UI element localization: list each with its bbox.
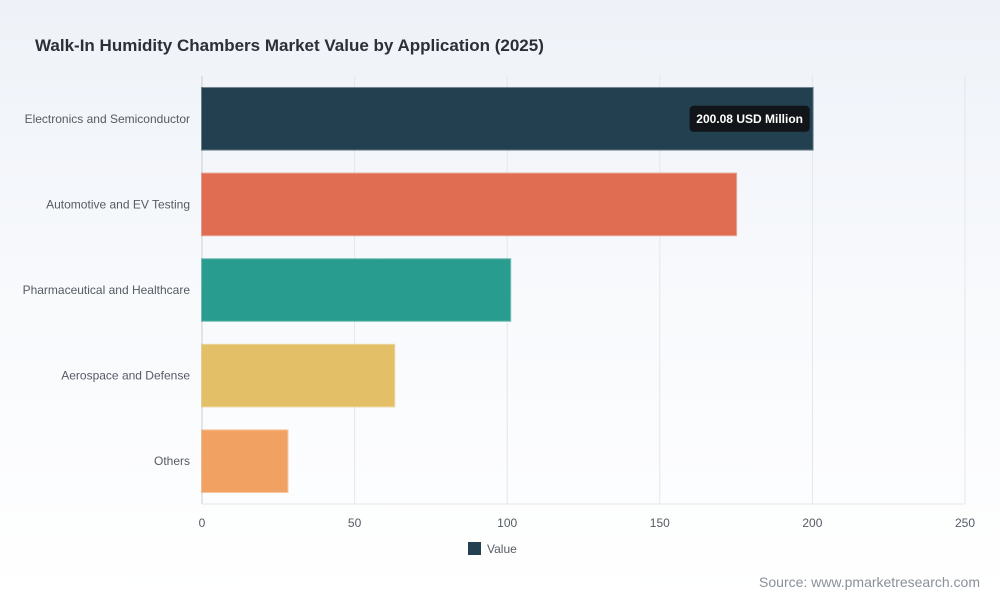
x-tick-label-2: 100 (497, 516, 517, 530)
bar-3[interactable] (201, 343, 396, 408)
x-tick-label-0: 0 (199, 516, 206, 530)
x-tick-labels: 0 50 100 150 200 250 (199, 516, 976, 530)
category-label-3: Aerospace and Defense (61, 369, 190, 383)
category-label-0: Electronics and Semiconductor (25, 112, 190, 126)
source-note: Source: www.pmarketresearch.com (759, 574, 980, 590)
x-tick-label-5: 250 (955, 516, 975, 530)
chart-title: Walk-In Humidity Chambers Market Value b… (35, 36, 544, 55)
tooltip-box (689, 105, 810, 132)
bars (201, 86, 814, 494)
x-tick-label-3: 150 (650, 516, 670, 530)
x-tick-label-1: 50 (348, 516, 362, 530)
legend-swatch (468, 542, 481, 555)
legend[interactable]: Value (468, 542, 517, 556)
bar-2[interactable] (201, 258, 512, 322)
bar-1[interactable] (201, 172, 738, 237)
category-label-1: Automotive and EV Testing (46, 197, 190, 211)
legend-label: Value (487, 542, 517, 556)
tooltip: 200.08 USD Million (689, 105, 810, 132)
bar-4[interactable] (201, 429, 289, 494)
category-label-2: Pharmaceutical and Healthcare (23, 283, 191, 297)
x-tick-label-4: 200 (802, 516, 822, 530)
tooltip-text: 200.08 USD Million (696, 112, 803, 126)
category-labels: Electronics and Semiconductor Automotive … (23, 112, 191, 468)
category-label-4: Others (154, 454, 190, 468)
